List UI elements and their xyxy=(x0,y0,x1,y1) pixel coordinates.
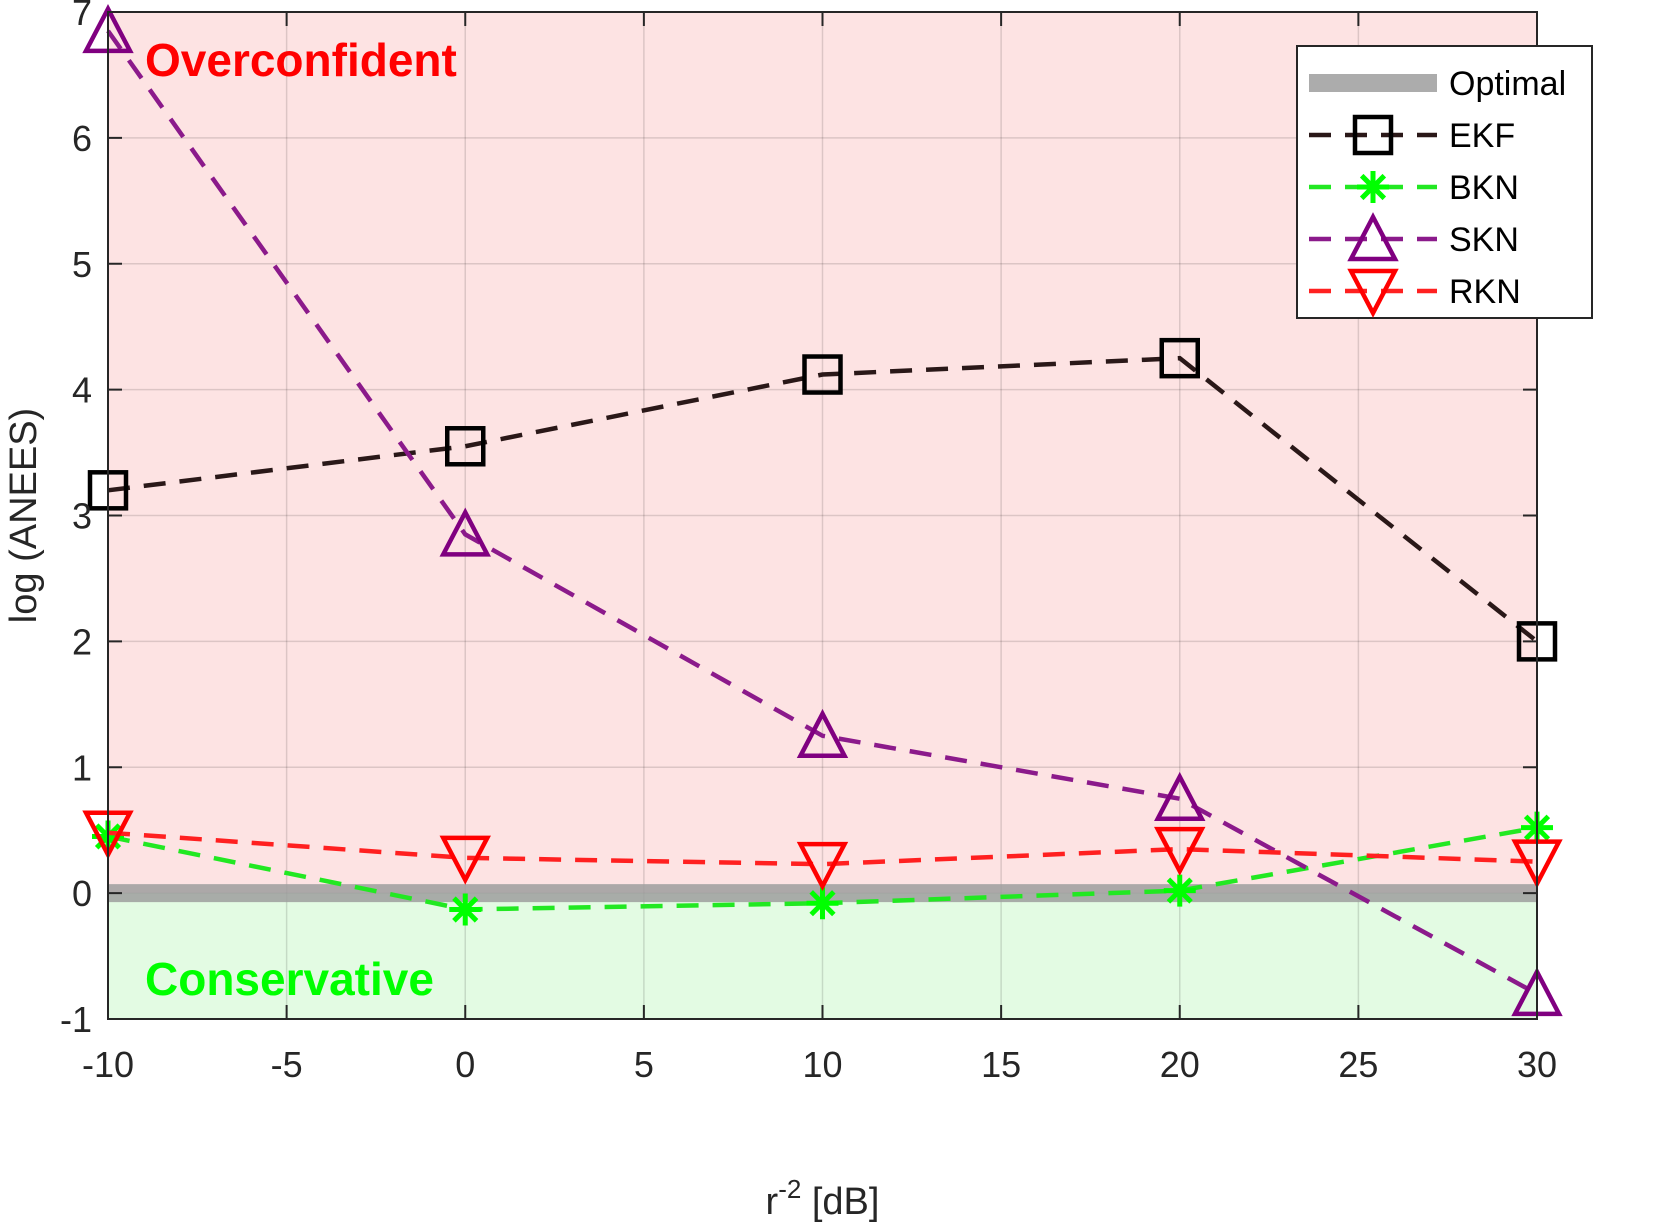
x-tick-label: 15 xyxy=(981,1044,1021,1085)
data-point-rkn xyxy=(439,835,491,885)
series-skn xyxy=(82,4,1563,1017)
legend-marker-rkn xyxy=(1347,268,1399,318)
data-point-rkn xyxy=(1154,826,1206,876)
x-axis-ticks: -10 -5 0 5 10 15 20 25 30 xyxy=(82,12,1557,1085)
legend-label-ekf: EKF xyxy=(1449,117,1515,155)
series-line-skn xyxy=(106,29,1539,996)
legend-marker-bkn xyxy=(1357,171,1389,203)
y-tick-label: 1 xyxy=(72,747,92,788)
data-point-ekf xyxy=(1159,337,1200,379)
data-point-bkn xyxy=(1163,874,1196,907)
x-axis-label: r-2 [dB] xyxy=(766,1174,880,1223)
y-tick-label: 7 xyxy=(72,0,92,33)
y-tick-label: 0 xyxy=(72,873,92,914)
x-tick-label: 30 xyxy=(1517,1044,1557,1085)
legend-item-ekf: EKF xyxy=(1309,114,1515,156)
y-tick-label: 6 xyxy=(72,118,92,159)
legend-item-bkn: BKN xyxy=(1309,169,1519,207)
legend-marker-ekf xyxy=(1352,114,1394,156)
x-tick-label: -5 xyxy=(271,1044,303,1085)
series-line-rkn xyxy=(107,830,1538,867)
x-tick-label: 25 xyxy=(1338,1044,1378,1085)
x-tick-label: -10 xyxy=(82,1044,134,1085)
y-tick-label: -1 xyxy=(60,999,92,1040)
x-axis-label-suffix: [dB] xyxy=(801,1181,879,1223)
data-point-skn xyxy=(439,507,491,557)
legend-label-optimal: Optimal xyxy=(1449,65,1566,103)
x-tick-label: 0 xyxy=(455,1044,475,1085)
x-axis-label-superscript: -2 xyxy=(778,1174,801,1204)
legend-box xyxy=(1296,45,1593,319)
legend-label-bkn: BKN xyxy=(1449,169,1519,207)
series-line-ekf xyxy=(107,355,1539,644)
data-point-bkn xyxy=(449,893,482,926)
data-point-skn xyxy=(1154,771,1206,821)
legend-item-skn: SKN xyxy=(1309,212,1519,262)
y-tick-label: 2 xyxy=(72,621,92,662)
data-point-bkn xyxy=(806,887,839,920)
y-axis-label: log (ANEES) xyxy=(3,408,45,623)
legend-marker-skn xyxy=(1347,212,1399,262)
x-tick-label: 5 xyxy=(634,1044,654,1085)
y-tick-label: 4 xyxy=(72,370,92,411)
conservative-label: Conservative xyxy=(145,953,434,1005)
legend-label-rkn: RKN xyxy=(1449,273,1521,311)
x-tick-label: 10 xyxy=(802,1044,842,1085)
overconfident-label: Overconfident xyxy=(145,34,457,86)
y-tick-label: 5 xyxy=(72,244,92,285)
legend-item-rkn: RKN xyxy=(1309,268,1521,318)
x-tick-label: 20 xyxy=(1160,1044,1200,1085)
data-point-ekf xyxy=(802,354,843,395)
x-axis-label-base: r xyxy=(766,1181,779,1223)
y-tick-label: 3 xyxy=(72,496,92,537)
y-axis-ticks: -1 0 1 2 3 4 5 6 7 xyxy=(60,0,1537,1040)
legend: Optimal EKF BKN SKN RKN xyxy=(1296,45,1593,319)
legend-label-skn: SKN xyxy=(1449,221,1519,259)
data-point-rkn xyxy=(796,841,849,892)
data-point-ekf xyxy=(445,426,486,467)
data-point-skn xyxy=(796,708,849,759)
